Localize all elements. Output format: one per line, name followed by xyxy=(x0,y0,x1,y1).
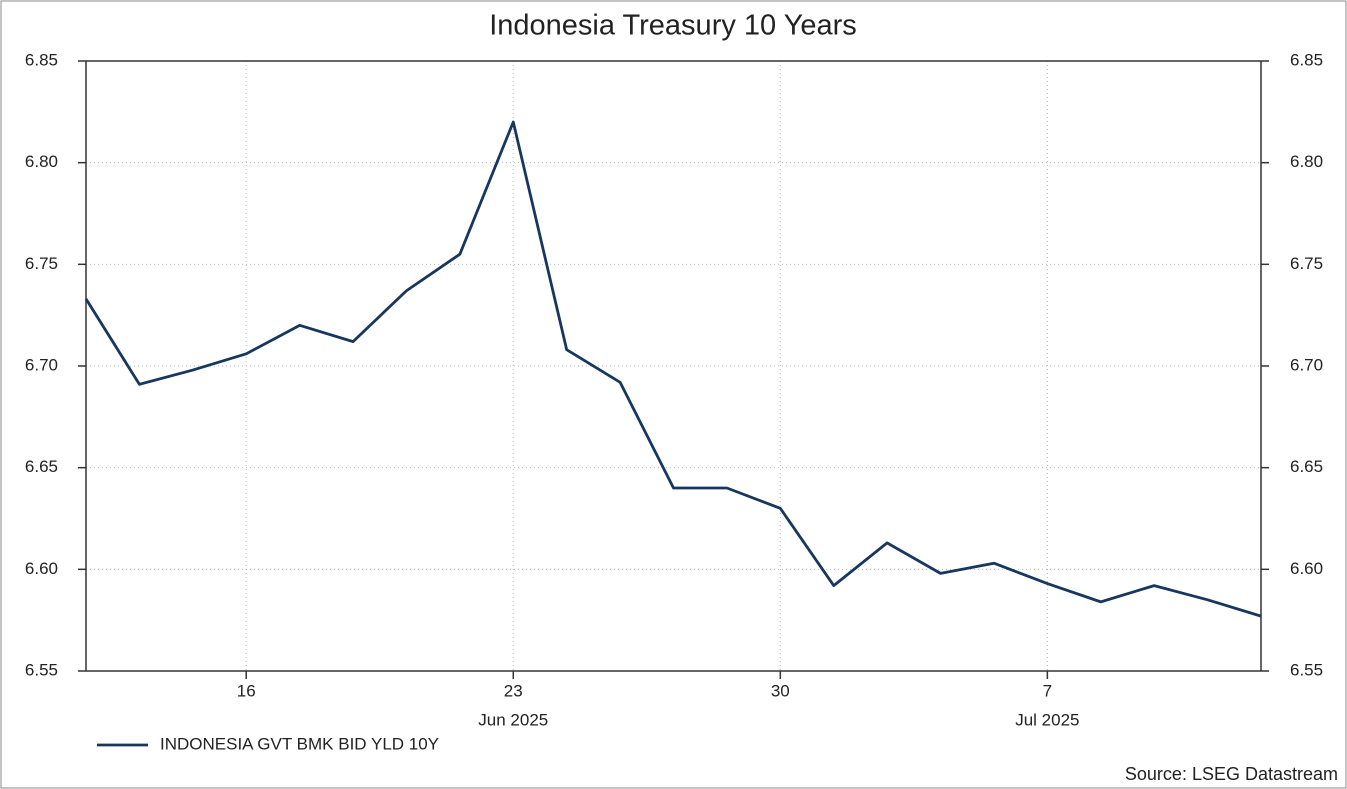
y2-tick-label: 6.65 xyxy=(1290,457,1323,476)
y-tick-label: 6.65 xyxy=(25,457,58,476)
chart-title: Indonesia Treasury 10 Years xyxy=(489,10,857,42)
y2-tick-label: 6.55 xyxy=(1290,660,1323,679)
x-group-label: Jul 2025 xyxy=(1015,710,1079,729)
x-tick-label: 30 xyxy=(771,681,790,700)
y2-tick-label: 6.60 xyxy=(1290,559,1323,578)
y-tick-label: 6.85 xyxy=(25,50,58,69)
y-tick-label: 6.75 xyxy=(25,254,58,273)
y2-tick-label: 6.80 xyxy=(1290,152,1323,171)
y2-tick-label: 6.70 xyxy=(1290,355,1323,374)
x-tick-label: 23 xyxy=(504,681,523,700)
x-group-label: Jun 2025 xyxy=(478,710,548,729)
legend-label: INDONESIA GVT BMK BID YLD 10Y xyxy=(160,734,439,753)
y2-tick-label: 6.85 xyxy=(1290,50,1323,69)
x-tick-label: 7 xyxy=(1043,681,1052,700)
y-tick-label: 6.70 xyxy=(25,355,58,374)
data-line xyxy=(84,120,1262,618)
source: Source: LSEG Datastream xyxy=(1125,764,1338,784)
y2-tick-label: 6.75 xyxy=(1290,254,1323,273)
y-tick-label: 6.60 xyxy=(25,559,58,578)
y-tick-label: 6.80 xyxy=(25,152,58,171)
y-tick-label: 6.55 xyxy=(25,660,58,679)
x-tick-label: 16 xyxy=(237,681,256,700)
